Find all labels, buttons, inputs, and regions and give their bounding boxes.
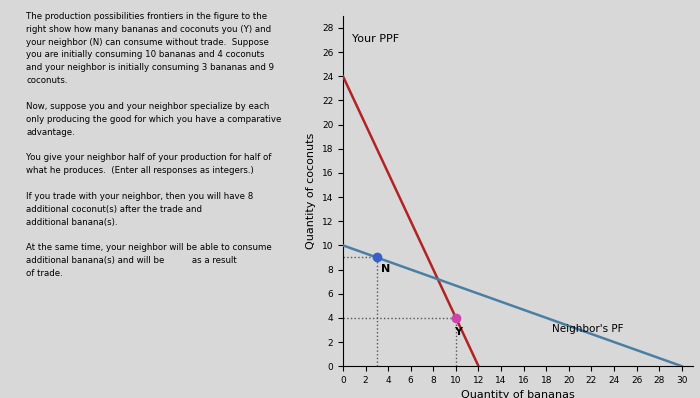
Text: The production possibilities frontiers in the figure to the
right show how many : The production possibilities frontiers i…: [27, 12, 281, 278]
Text: Neighbor's PF: Neighbor's PF: [552, 324, 624, 334]
Y-axis label: Quantity of coconuts: Quantity of coconuts: [306, 133, 316, 249]
Text: Y: Y: [454, 327, 462, 337]
Text: Your PPF: Your PPF: [352, 35, 399, 45]
X-axis label: Quantity of bananas: Quantity of bananas: [461, 390, 575, 398]
Text: N: N: [382, 264, 391, 274]
